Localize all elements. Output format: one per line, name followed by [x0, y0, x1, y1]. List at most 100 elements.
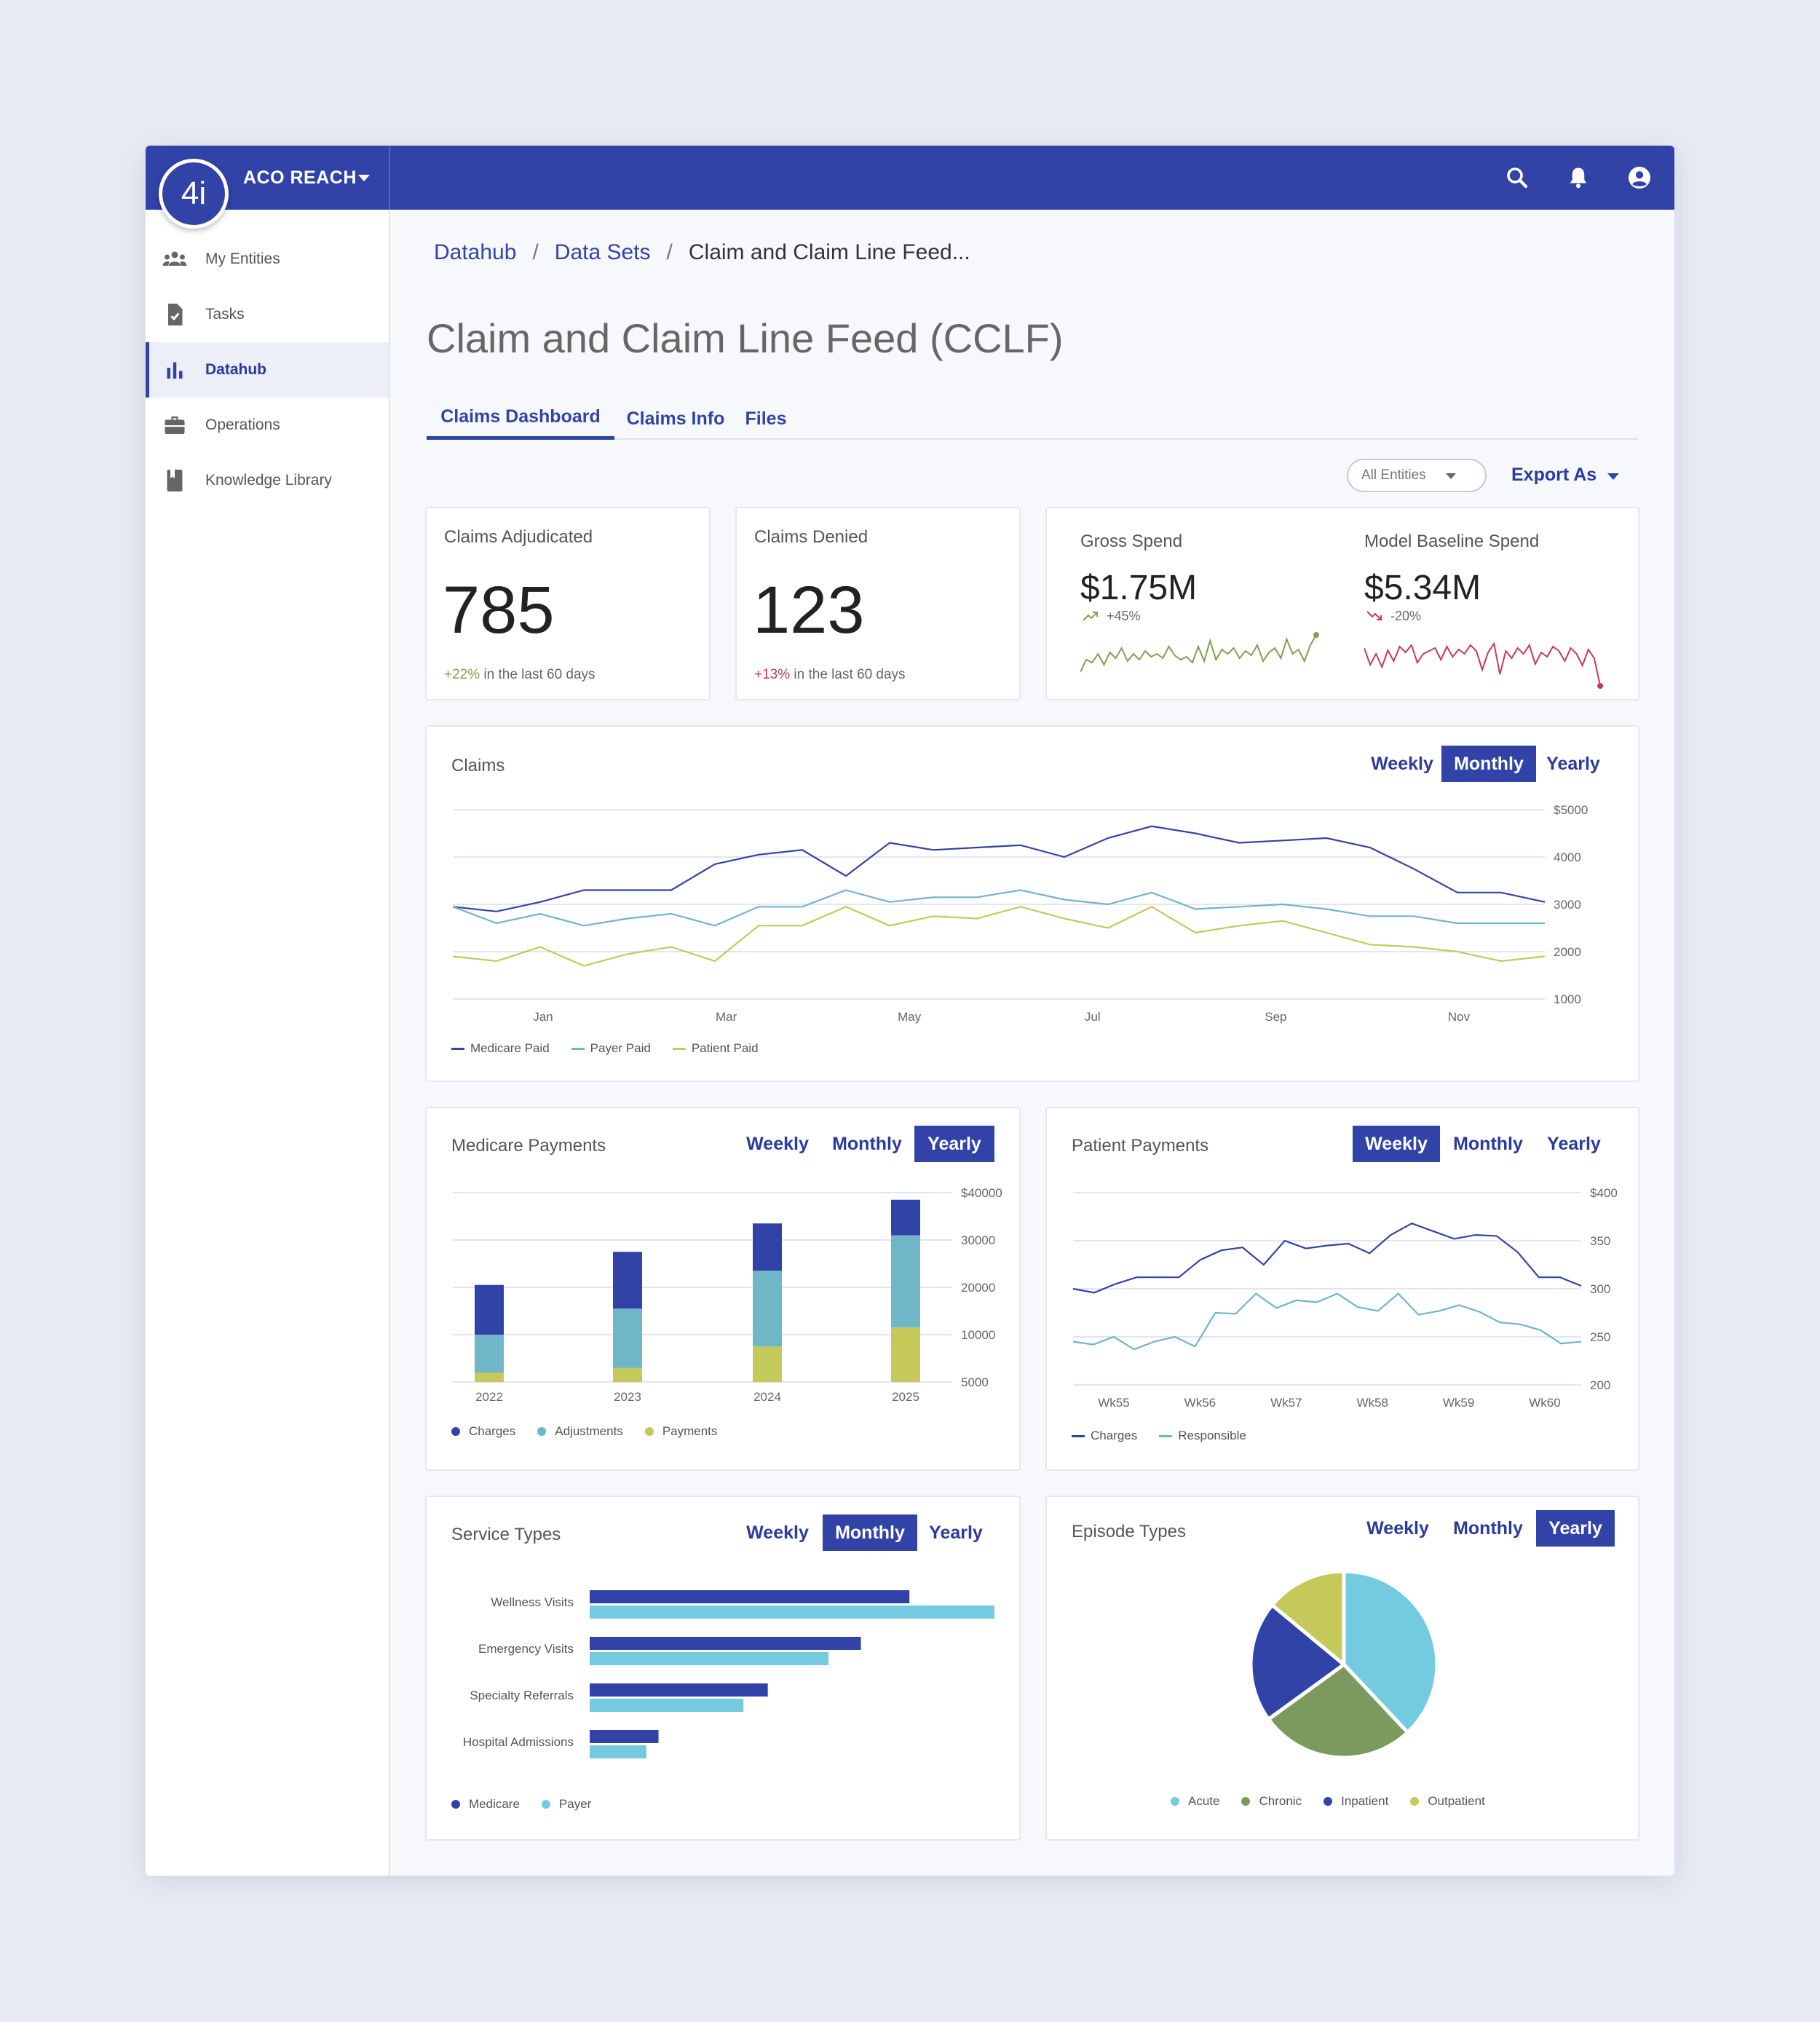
legend-label: Medicare — [469, 1797, 520, 1811]
chevron-down-icon[interactable] — [1607, 473, 1619, 480]
entity-select[interactable]: All Entities — [1347, 459, 1487, 492]
baseline-spend-value: $5.34M — [1364, 569, 1481, 607]
bar-chart-icon — [167, 362, 183, 379]
tab-files[interactable]: Files — [745, 408, 787, 429]
y-tick-label: 3000 — [1554, 898, 1581, 912]
legend-label: Chronic — [1259, 1794, 1302, 1808]
x-tick-label: Jul — [1085, 1010, 1101, 1024]
brand-switcher[interactable]: 4i ACO REACH — [146, 146, 390, 229]
medicare-bar-chart: $40000 30000 20000 10000 5000 2022 2023 2024 202… — [453, 1186, 1002, 1404]
kpi-delta-line: +13% in the last 60 days — [754, 667, 906, 683]
breadcrumb-current: Claim and Claim Line Feed... — [688, 240, 970, 264]
x-tick-label: Wk57 — [1270, 1396, 1302, 1410]
legend-label: Patient Paid — [691, 1041, 759, 1055]
bar-segment-adjustments — [891, 1235, 920, 1328]
bar-medicare — [590, 1730, 659, 1743]
period-monthly[interactable]: Monthly — [1453, 1517, 1523, 1539]
sidebar-item-label: Tasks — [205, 306, 245, 323]
period-weekly[interactable]: Weekly — [1366, 1517, 1429, 1539]
sidebar-item-datahub[interactable]: Datahub — [146, 342, 389, 398]
bar-segment-charges — [753, 1223, 782, 1271]
period-yearly[interactable]: Yearly — [914, 1126, 994, 1162]
legend-label: Acute — [1188, 1794, 1220, 1808]
series-line-patient-paid — [452, 906, 1546, 967]
sidebar-item-operations[interactable]: Operations — [146, 398, 389, 453]
bar-payer — [590, 1699, 744, 1712]
sidebar-item-my-entities[interactable]: My Entities — [146, 232, 389, 287]
bar-payer — [590, 1745, 646, 1758]
brand-name[interactable]: ACO REACH — [243, 167, 357, 188]
breadcrumb-separator: / — [532, 240, 539, 264]
period-monthly[interactable]: Monthly — [1441, 746, 1536, 782]
period-yearly[interactable]: Yearly — [1536, 1510, 1615, 1547]
kpi-caption: in the last 60 days — [794, 667, 906, 682]
account-icon[interactable] — [1626, 165, 1653, 191]
sparkline-path — [1364, 641, 1601, 687]
tab-claims-info[interactable]: Claims Info — [626, 408, 725, 429]
sidebar-item-label: Operations — [205, 416, 280, 433]
legend-label: Medicare Paid — [470, 1041, 550, 1055]
y-tick-label: 10000 — [961, 1328, 995, 1342]
legend-swatch — [1171, 1797, 1179, 1806]
bar-payer — [590, 1606, 994, 1619]
pie-slice-acute — [1342, 1569, 1439, 1735]
briefcase-icon — [165, 416, 185, 434]
sidebar-item-label: Knowledge Library — [205, 472, 332, 489]
tab-claims-dashboard[interactable]: Claims Dashboard — [427, 398, 614, 440]
entity-select-value: All Entities — [1361, 467, 1426, 483]
kpi-delta-line: +22% in the last 60 days — [444, 667, 596, 683]
sparkline-end-point — [1597, 683, 1603, 689]
y-tick-label: 20000 — [961, 1281, 995, 1295]
category-label: Wellness Visits — [491, 1595, 574, 1609]
breadcrumb-data-sets[interactable]: Data Sets — [554, 240, 651, 264]
y-tick-label: 200 — [1590, 1378, 1610, 1392]
period-weekly[interactable]: Weekly — [746, 1133, 809, 1154]
sidebar-item-tasks[interactable]: Tasks — [146, 287, 389, 342]
period-monthly[interactable]: Monthly — [1453, 1133, 1523, 1154]
period-weekly[interactable]: Weekly — [746, 1522, 809, 1543]
gross-spend-title: Gross Spend — [1080, 532, 1183, 551]
x-tick-label: Wk56 — [1184, 1396, 1216, 1410]
y-tick-label: 1000 — [1554, 992, 1581, 1006]
period-monthly[interactable]: Monthly — [832, 1133, 902, 1154]
chart-legend: Medicare Payer — [451, 1797, 613, 1812]
period-monthly[interactable]: Monthly — [823, 1514, 917, 1551]
kpi-title: Claims Denied — [754, 527, 869, 547]
breadcrumb-datahub[interactable]: Datahub — [434, 240, 517, 264]
legend-responsible: Responsible — [1159, 1429, 1246, 1443]
pie-slice-outpatient — [1269, 1569, 1346, 1669]
period-weekly[interactable]: Weekly — [1371, 753, 1433, 774]
sidebar-item-label: My Entities — [205, 250, 280, 267]
chevron-down-icon — [1446, 473, 1456, 479]
bar-segment-adjustments — [753, 1271, 782, 1347]
kpi-value: 123 — [753, 573, 865, 647]
y-tick-label: 5000 — [961, 1375, 989, 1389]
chart-title: Claims — [451, 756, 505, 775]
period-yearly[interactable]: Yearly — [929, 1522, 983, 1543]
bar-medicare — [590, 1590, 910, 1603]
service-types-card: Service Types Weekly Monthly Yearly Well… — [425, 1496, 1021, 1841]
legend-swatch — [537, 1427, 547, 1436]
bell-icon[interactable] — [1565, 165, 1591, 191]
y-tick-label: 2000 — [1554, 945, 1581, 959]
service-types-bar-chart: Wellness Visits Emergency Visits Specialty… — [463, 1590, 994, 1758]
x-tick-label: Wk58 — [1356, 1396, 1388, 1410]
export-button[interactable]: Export As — [1511, 465, 1597, 485]
x-tick-label: 2024 — [753, 1390, 781, 1404]
y-tick-label: 250 — [1590, 1330, 1610, 1344]
sidebar-item-knowledge-library[interactable]: Knowledge Library — [146, 453, 389, 508]
bar-segment-adjustments — [475, 1335, 504, 1373]
legend-patient-paid: Patient Paid — [672, 1041, 759, 1056]
legend-label: Inpatient — [1341, 1794, 1389, 1808]
legend-swatch — [451, 1047, 464, 1050]
legend-chronic: Chronic — [1241, 1794, 1302, 1809]
sidebar-item-label: Datahub — [205, 361, 266, 378]
category-label: Emergency Visits — [478, 1642, 574, 1656]
period-weekly[interactable]: Weekly — [1353, 1126, 1440, 1162]
legend-label: Payer Paid — [590, 1041, 651, 1055]
chevron-down-icon[interactable] — [358, 175, 370, 181]
legend-swatch — [1324, 1797, 1333, 1806]
search-icon[interactable] — [1504, 165, 1530, 191]
period-yearly[interactable]: Yearly — [1546, 753, 1600, 774]
period-yearly[interactable]: Yearly — [1547, 1133, 1601, 1154]
